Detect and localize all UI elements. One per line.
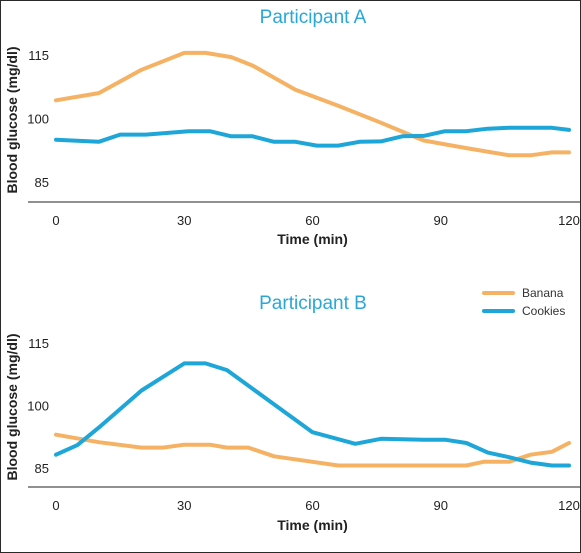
x-tick-label-a-120: 120 (558, 213, 580, 228)
y-tick-label-a-100: 100 (27, 112, 49, 127)
x-tick-label-b-30: 30 (177, 498, 191, 513)
x-tick-label-b-0: 0 (52, 498, 59, 513)
x-axis-label-a: Time (min) (277, 231, 348, 247)
legend-label-cookies: Cookies (522, 304, 565, 318)
x-axis-label-b: Time (min) (277, 517, 348, 533)
chart-title-b: Participant B (259, 293, 367, 314)
series-line-a-cookies (54, 125, 571, 148)
x-tick-label-b-120: 120 (558, 498, 580, 513)
series-line-b-banana (54, 432, 571, 468)
series-line-a-banana (54, 50, 571, 158)
series-line-b-cookies (54, 361, 571, 468)
x-tick-label-a-60: 60 (305, 213, 319, 228)
y-axis-label-a: Blood glucose (mg/dl) (4, 47, 20, 194)
y-axis-label-b: Blood glucose (mg/dl) (4, 334, 20, 481)
y-tick-label-b-115: 115 (28, 336, 49, 351)
x-tick-label-a-0: 0 (52, 213, 59, 228)
y-tick-label-b-85: 85 (35, 461, 49, 476)
legend-label-banana: Banana (522, 286, 564, 300)
x-tick-label-b-90: 90 (434, 498, 448, 513)
chart-title-a: Participant A (260, 7, 367, 28)
x-tick-label-a-90: 90 (434, 213, 448, 228)
x-tick-label-a-30: 30 (177, 213, 191, 228)
y-tick-label-a-115: 115 (28, 48, 49, 63)
y-tick-label-a-85: 85 (35, 175, 49, 190)
x-tick-label-b-60: 60 (305, 498, 319, 513)
y-tick-label-b-100: 100 (27, 399, 49, 414)
